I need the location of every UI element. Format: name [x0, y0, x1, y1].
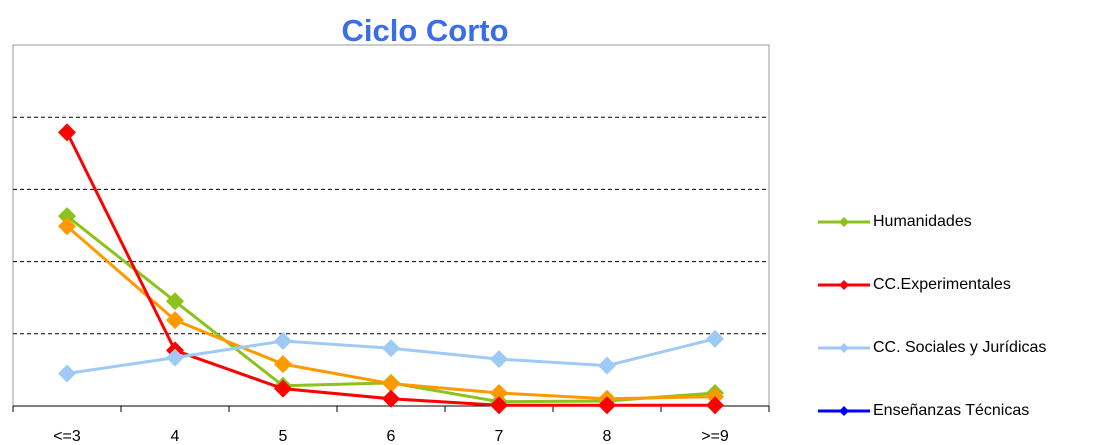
x-tick-label: 7	[495, 428, 504, 445]
legend-label: Enseñanzas Técnicas	[873, 402, 1029, 419]
data-point	[382, 339, 400, 358]
x-tick-label: >=9	[701, 428, 729, 445]
data-point	[706, 329, 724, 348]
series-line	[66, 225, 716, 401]
data-point	[706, 396, 724, 415]
data-point	[274, 332, 292, 351]
data-point	[598, 396, 616, 415]
x-tick-label: 5	[279, 428, 288, 445]
data-point	[58, 207, 76, 226]
data-point	[490, 396, 508, 415]
data-point	[490, 384, 508, 403]
legend-marker	[839, 343, 849, 353]
x-tick-label: 4	[171, 428, 180, 445]
legend-label: Humanidades	[873, 213, 972, 230]
legend-marker	[839, 280, 849, 290]
legend-label: CC.Experimentales	[873, 276, 1011, 293]
data-point	[382, 374, 400, 393]
data-point	[382, 389, 400, 408]
data-point	[274, 379, 292, 398]
data-point	[490, 350, 508, 369]
data-point	[598, 356, 616, 375]
chart-title: Ciclo Corto	[341, 13, 508, 48]
data-point	[166, 348, 184, 367]
data-point	[166, 311, 184, 330]
legend-marker	[839, 217, 849, 227]
data-point	[166, 292, 184, 311]
data-point	[58, 217, 76, 236]
legend-label: CC. Sociales y Jurídicas	[873, 339, 1046, 356]
data-point	[274, 355, 292, 374]
x-tick-label: <=3	[53, 428, 81, 445]
legend-marker	[839, 406, 849, 416]
data-point	[58, 123, 76, 142]
x-tick-label: 6	[387, 428, 396, 445]
data-point	[58, 364, 76, 383]
x-tick-label: 8	[603, 428, 612, 445]
